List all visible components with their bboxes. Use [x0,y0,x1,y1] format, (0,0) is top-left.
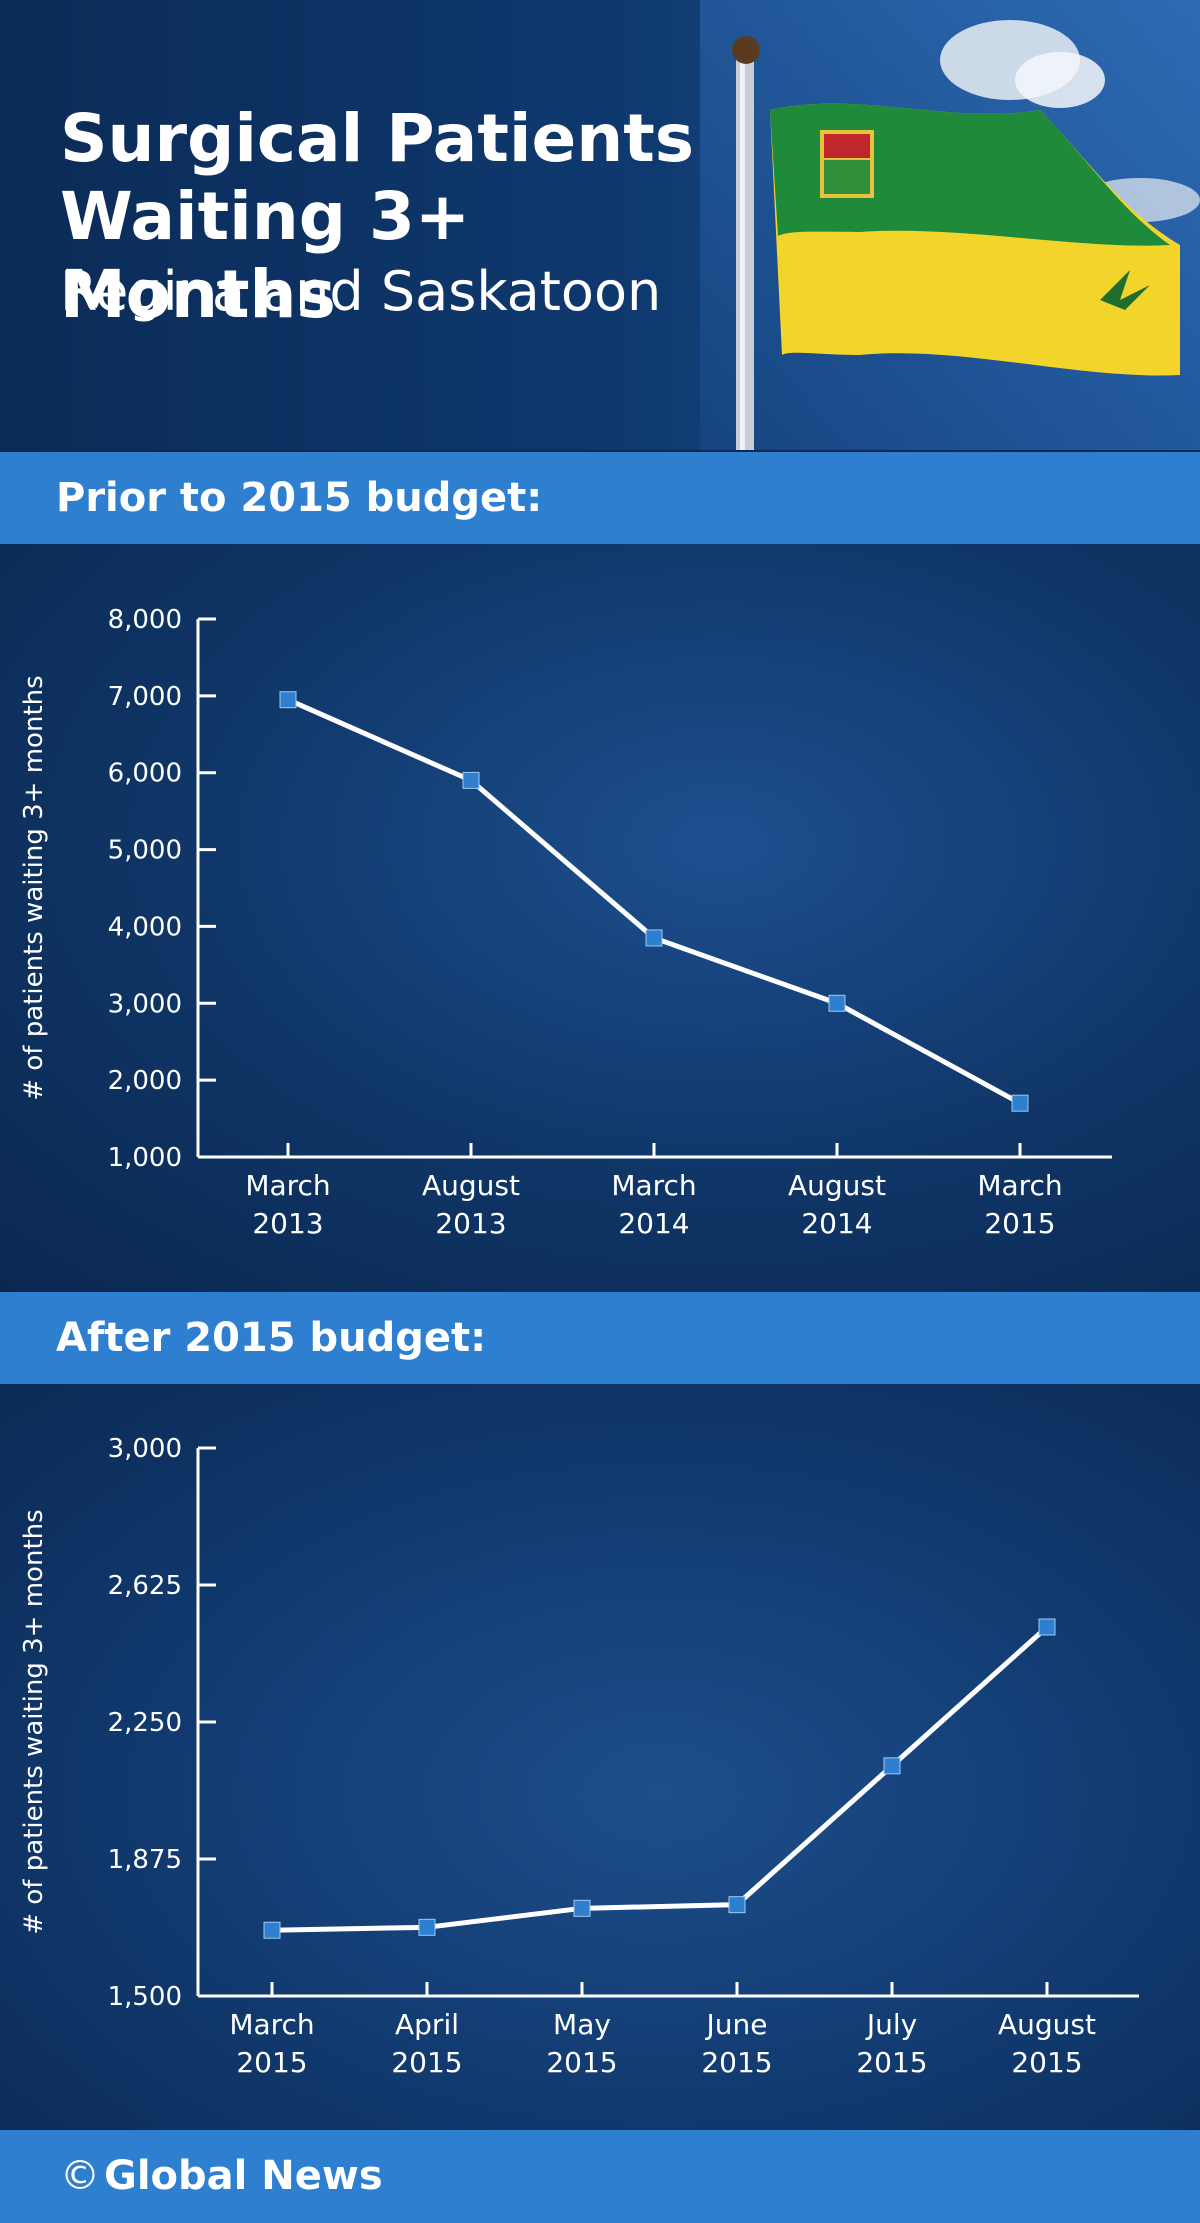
data-point-marker [418,1918,436,1936]
x-tick-label-year: 2015 [236,2046,307,2079]
x-tick-label-year: 2015 [856,2046,927,2079]
y-tick-label: 2,000 [108,1066,182,1096]
y-tick-label: 5,000 [108,836,182,866]
series-line [271,1625,1049,1933]
y-tick-label: 1,000 [108,1143,182,1173]
y-tick-label: 1,500 [108,1982,182,2012]
x-tick-label-year: 2013 [435,1207,506,1240]
x-tick-label-year: 2015 [546,2046,617,2079]
y-tick-label: 4,000 [108,912,182,942]
y-tick-label: 7,000 [108,682,182,712]
x-tick-label-year: 2014 [618,1207,689,1240]
y-tick-label: 6,000 [108,759,182,789]
section-heading-prior: Prior to 2015 budget: [0,452,1200,544]
y-tick-label: 8,000 [108,605,182,635]
data-point-marker [573,1899,591,1917]
footer: © Global News [0,2130,1200,2223]
chart-prior-panel: 8,000 7,000 6,000 5,000 4,000 3,000 2,000 1,000… [0,544,1200,1292]
x-tick-label-year: 2015 [984,1207,1055,1240]
x-tick-label-year: 2013 [252,1207,323,1240]
data-point-marker [883,1757,901,1775]
x-tick-label-month: March [229,2008,314,2041]
data-point-marker [1011,1094,1029,1112]
data-point-marker [462,771,480,789]
series-line [286,697,1022,1106]
y-tick-label: 2,625 [108,1571,182,1601]
x-tick-label-month: March [245,1169,330,1202]
section-heading-after-text: After 2015 budget: [56,1315,487,1361]
x-tick-label-month: July [865,2008,917,2041]
chart-prior-2015-budget: 8,000 7,000 6,000 5,000 4,000 3,000 2,000 1,000… [19,605,1112,1240]
page-subtitle: Regina and Saskatoon [60,260,662,323]
header: Surgical Patients Waiting 3+ Months Regi… [0,0,1200,450]
page-title: Surgical Patients Waiting 3+ Months [60,100,695,333]
y-axis-label: # of patients waiting 3+ months [19,1509,49,1934]
chart-after-2015-budget: 3,000 2,625 2,250 1,875 1,500 March 2015 April 2… [19,1434,1139,2079]
x-tick-label-month: June [705,2008,768,2041]
x-tick-label-year: 2014 [801,1207,872,1240]
copyright-symbol: © [60,2153,100,2199]
data-point-marker [263,1921,281,1939]
data-point-marker [279,691,297,709]
x-tick-label-month: March [977,1169,1062,1202]
y-tick-label: 3,000 [108,1434,182,1464]
x-tick-label-year: 2015 [1011,2046,1082,2079]
data-point-marker [728,1896,746,1914]
x-tick-label-month: August [788,1169,886,1202]
y-tick-label: 1,875 [108,1845,182,1875]
data-point-marker [828,994,846,1012]
section-heading-prior-text: Prior to 2015 budget: [56,475,543,521]
x-tick-label-month: August [998,2008,1096,2041]
saskatchewan-flag-image [700,0,1200,450]
section-heading-after: After 2015 budget: [0,1292,1200,1384]
x-tick-label-year: 2015 [701,2046,772,2079]
y-axis-label: # of patients waiting 3+ months [19,675,49,1100]
x-tick-label-month: April [395,2008,459,2041]
data-point-marker [1038,1618,1056,1636]
x-tick-label-month: May [553,2008,611,2041]
x-tick-label-year: 2015 [391,2046,462,2079]
brand-name: Global News [104,2153,383,2199]
x-tick-label-month: March [611,1169,696,1202]
data-point-marker [645,929,663,947]
y-tick-label: 3,000 [108,989,182,1019]
chart-after-panel: 3,000 2,625 2,250 1,875 1,500 March 2015 April 2… [0,1384,1200,2130]
x-tick-label-month: August [422,1169,520,1202]
y-tick-label: 2,250 [108,1708,182,1738]
